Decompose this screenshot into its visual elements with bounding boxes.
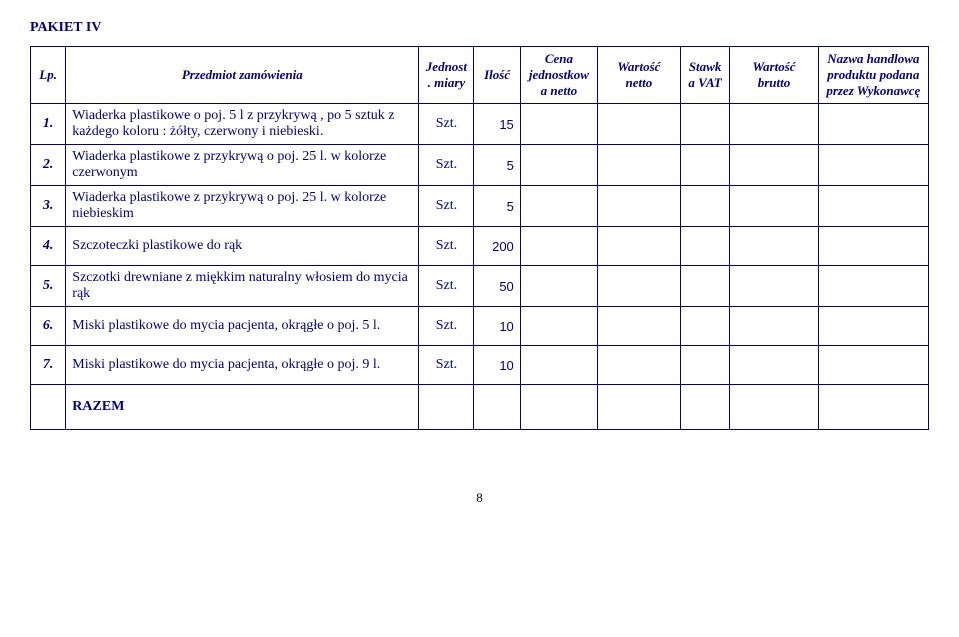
cell-przedmiot: Wiaderka plastikowe z przykrywą o poj. 2… xyxy=(66,186,419,227)
cell-przedmiot: Szczotki drewniane z miękkim naturalny w… xyxy=(66,266,419,307)
cell-lp: 5. xyxy=(31,266,66,307)
cell-stawka[interactable] xyxy=(680,307,730,346)
cell-jm: Szt. xyxy=(419,145,474,186)
cell-lp: 6. xyxy=(31,307,66,346)
header-nazwa: Nazwa handlowa produktu podana przez Wyk… xyxy=(818,47,928,104)
cell-jm: Szt. xyxy=(419,104,474,145)
cell-lp: 4. xyxy=(31,227,66,266)
cell-ilosc: 200 xyxy=(474,227,520,266)
cell-przedmiot: Szczoteczki plastikowe do rąk xyxy=(66,227,419,266)
cell-wb[interactable] xyxy=(730,346,818,385)
razem-row: RAZEM xyxy=(31,385,929,430)
cell-nazwa[interactable] xyxy=(818,186,928,227)
header-przedmiot: Przedmiot zamówienia xyxy=(66,47,419,104)
cell-wn[interactable] xyxy=(598,186,681,227)
cell-cena[interactable] xyxy=(520,227,597,266)
cell-empty xyxy=(474,385,520,430)
cell-ilosc: 50 xyxy=(474,266,520,307)
cell-wn[interactable] xyxy=(598,227,681,266)
page-number: 8 xyxy=(30,490,929,506)
cell-nazwa[interactable] xyxy=(818,346,928,385)
cell-empty xyxy=(730,385,818,430)
cell-cena[interactable] xyxy=(520,266,597,307)
cell-razem-label: RAZEM xyxy=(66,385,419,430)
cell-stawka[interactable] xyxy=(680,104,730,145)
cell-wb[interactable] xyxy=(730,227,818,266)
cell-jm: Szt. xyxy=(419,227,474,266)
cell-stawka[interactable] xyxy=(680,227,730,266)
cell-empty xyxy=(598,385,681,430)
cell-lp: 3. xyxy=(31,186,66,227)
cell-nazwa[interactable] xyxy=(818,227,928,266)
table-row: 2.Wiaderka plastikowe z przykrywą o poj.… xyxy=(31,145,929,186)
cell-jm: Szt. xyxy=(419,346,474,385)
cell-cena[interactable] xyxy=(520,145,597,186)
cell-jm: Szt. xyxy=(419,307,474,346)
header-jm: Jednost. miary xyxy=(419,47,474,104)
cell-jm: Szt. xyxy=(419,266,474,307)
cell-przedmiot: Miski plastikowe do mycia pacjenta, okrą… xyxy=(66,307,419,346)
cell-wn[interactable] xyxy=(598,307,681,346)
table-row: 5.Szczotki drewniane z miękkim naturalny… xyxy=(31,266,929,307)
cell-wn[interactable] xyxy=(598,104,681,145)
table-row: 6.Miski plastikowe do mycia pacjenta, ok… xyxy=(31,307,929,346)
header-lp: Lp. xyxy=(31,47,66,104)
cell-nazwa[interactable] xyxy=(818,145,928,186)
cell-przedmiot: Wiaderka plastikowe o poj. 5 l z przykry… xyxy=(66,104,419,145)
header-stawka: Stawka VAT xyxy=(680,47,730,104)
cell-stawka[interactable] xyxy=(680,186,730,227)
cell-przedmiot: Miski plastikowe do mycia pacjenta, okrą… xyxy=(66,346,419,385)
cell-lp: 2. xyxy=(31,145,66,186)
cell-nazwa[interactable] xyxy=(818,307,928,346)
cell-wn[interactable] xyxy=(598,145,681,186)
cell-jm: Szt. xyxy=(419,186,474,227)
header-wn: Wartość netto xyxy=(598,47,681,104)
cell-wb[interactable] xyxy=(730,307,818,346)
table-row: 1.Wiaderka plastikowe o poj. 5 l z przyk… xyxy=(31,104,929,145)
cell-empty xyxy=(680,385,730,430)
cell-ilosc: 15 xyxy=(474,104,520,145)
cell-stawka[interactable] xyxy=(680,145,730,186)
cell-nazwa[interactable] xyxy=(818,266,928,307)
table-row: 4.Szczoteczki plastikowe do rąkSzt.200 xyxy=(31,227,929,266)
cell-ilosc: 5 xyxy=(474,145,520,186)
header-wb: Wartość brutto xyxy=(730,47,818,104)
table-row: 3.Wiaderka plastikowe z przykrywą o poj.… xyxy=(31,186,929,227)
cell-cena[interactable] xyxy=(520,346,597,385)
cell-cena[interactable] xyxy=(520,104,597,145)
cell-empty xyxy=(31,385,66,430)
cell-cena[interactable] xyxy=(520,186,597,227)
cell-stawka[interactable] xyxy=(680,266,730,307)
cell-empty xyxy=(818,385,928,430)
cell-wb[interactable] xyxy=(730,186,818,227)
cell-ilosc: 10 xyxy=(474,307,520,346)
cell-przedmiot: Wiaderka plastikowe z przykrywą o poj. 2… xyxy=(66,145,419,186)
cell-ilosc: 10 xyxy=(474,346,520,385)
cell-lp: 1. xyxy=(31,104,66,145)
cell-wb[interactable] xyxy=(730,104,818,145)
cell-ilosc: 5 xyxy=(474,186,520,227)
table-header-row: Lp. Przedmiot zamówienia Jednost. miary … xyxy=(31,47,929,104)
cell-wb[interactable] xyxy=(730,266,818,307)
table-row: 7.Miski plastikowe do mycia pacjenta, ok… xyxy=(31,346,929,385)
header-ilosc: Ilość xyxy=(474,47,520,104)
pakiet-title: PAKIET IV xyxy=(30,20,929,36)
cell-stawka[interactable] xyxy=(680,346,730,385)
cell-empty xyxy=(520,385,597,430)
cell-wn[interactable] xyxy=(598,266,681,307)
cell-nazwa[interactable] xyxy=(818,104,928,145)
cell-cena[interactable] xyxy=(520,307,597,346)
cell-empty xyxy=(419,385,474,430)
cell-lp: 7. xyxy=(31,346,66,385)
order-table: Lp. Przedmiot zamówienia Jednost. miary … xyxy=(30,46,929,430)
header-cena: Cena jednostkowa netto xyxy=(520,47,597,104)
cell-wn[interactable] xyxy=(598,346,681,385)
cell-wb[interactable] xyxy=(730,145,818,186)
